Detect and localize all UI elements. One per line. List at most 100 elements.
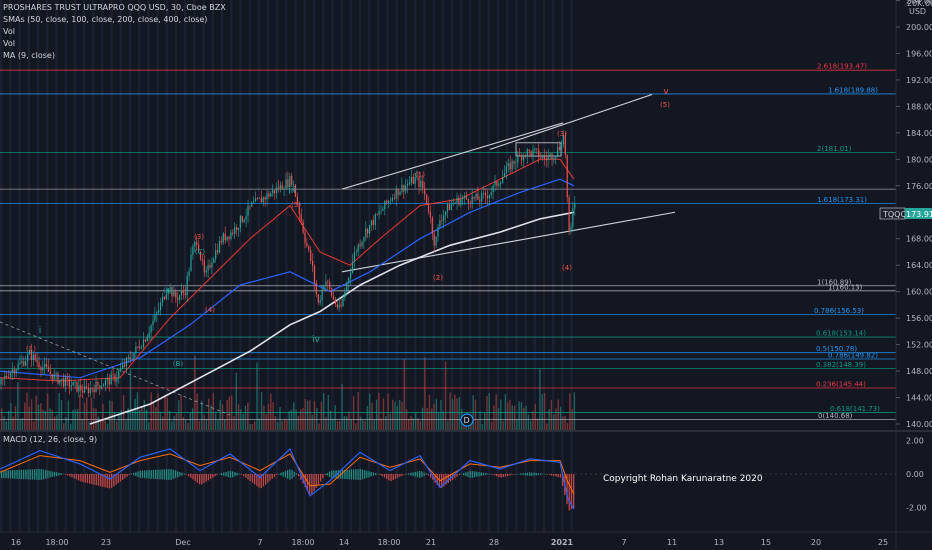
indicator-legend-vol-1[interactable]: Vol xyxy=(3,27,15,36)
channel-line[interactable] xyxy=(341,122,564,190)
volume-bar xyxy=(507,402,509,430)
fib-level-label: 1(160.89) xyxy=(817,278,852,286)
macd-histogram-bar xyxy=(12,470,14,479)
dividend-badge-letter: D xyxy=(464,416,470,425)
candle-body xyxy=(446,204,449,212)
candle-body xyxy=(306,242,308,246)
fib-level-label: 1.618(189.88) xyxy=(828,86,878,94)
volume-bar xyxy=(392,399,394,430)
macd-histogram-bar xyxy=(5,470,7,479)
volume-bar xyxy=(362,420,364,430)
macd-histogram-bar xyxy=(487,473,489,475)
macd-histogram-bar xyxy=(520,473,522,475)
volume-bar xyxy=(288,410,290,430)
channel-line[interactable] xyxy=(489,93,653,150)
macd-histogram-bar xyxy=(185,474,188,475)
candle-body xyxy=(249,205,251,207)
candle-body xyxy=(298,204,300,215)
moving-averages xyxy=(0,158,575,425)
candle-body xyxy=(211,263,213,268)
candle-body xyxy=(51,374,53,380)
candle-body xyxy=(232,232,234,234)
indicator-legend-vol-2[interactable]: Vol xyxy=(3,39,15,48)
macd-histogram-bar xyxy=(16,470,18,479)
volume-bar xyxy=(569,393,571,430)
volume-bar xyxy=(323,393,325,430)
candle-body xyxy=(568,197,570,232)
macd-histogram-bar xyxy=(535,473,537,476)
candle-body xyxy=(97,381,99,386)
macd-histogram-bar xyxy=(49,470,51,478)
volume-bar xyxy=(426,408,428,430)
volume-bar xyxy=(237,404,240,430)
macd-histogram-bar xyxy=(38,469,40,480)
candle-body xyxy=(473,196,475,199)
volume-bar xyxy=(44,410,47,430)
session-band xyxy=(478,0,481,532)
time-tick-label: 2021 xyxy=(551,538,574,547)
macd-histogram-bar xyxy=(372,472,375,476)
candle-body xyxy=(163,296,165,300)
candle-body xyxy=(175,291,177,298)
indicator-legend-ma[interactable]: MA (9, close) xyxy=(3,51,55,60)
session-band xyxy=(552,0,555,532)
channel-line[interactable] xyxy=(341,211,676,273)
macd-histogram-bar xyxy=(159,469,161,480)
macd-histogram-bar xyxy=(144,470,146,479)
macd-histogram-bar xyxy=(210,474,212,479)
session-band xyxy=(239,0,242,532)
macd-histogram-bar xyxy=(232,471,234,478)
price-tick-label: 188.00 xyxy=(906,102,932,111)
macd-histogram-bar xyxy=(262,474,265,487)
price-scale[interactable]: 204.00 200.00 196.00 192.00 188.00 184.00 180.… xyxy=(896,0,932,429)
symbol-legend[interactable]: PROSHARES TRUST ULTRAPRO QQQ USD, 30, Cb… xyxy=(3,3,226,12)
time-axis[interactable]: 16 18:00 23 Dec 7 18:00 14 18:00 21 28 2021 7 11 13 15… xyxy=(11,538,888,547)
macd-histogram-bar xyxy=(570,474,573,510)
macd-histogram-bar xyxy=(568,474,570,511)
macd-histogram-bar xyxy=(218,473,221,475)
volume-bar xyxy=(210,405,212,430)
macd-scale[interactable]: 2.00 0.00 -2.00 xyxy=(906,437,927,513)
volume-bar xyxy=(111,401,113,430)
dividend-badge[interactable] xyxy=(460,413,474,427)
candle-body xyxy=(410,177,412,183)
volume-bar xyxy=(212,393,214,430)
candle-body xyxy=(519,154,521,156)
macd-legend[interactable]: MACD (12, 26, close, 9) xyxy=(3,435,97,444)
volume-bar xyxy=(385,416,387,430)
macd-histogram-bar xyxy=(346,469,348,480)
volume-bar xyxy=(251,423,254,430)
candle-body xyxy=(89,388,91,394)
session-band xyxy=(46,0,49,532)
macd-histogram-bar xyxy=(515,473,518,475)
macd-histogram-bar xyxy=(146,470,148,479)
price-tick-label: 144.00 xyxy=(906,394,932,403)
macd-histogram-bar xyxy=(408,473,410,475)
volume-bar xyxy=(233,416,235,430)
session-band xyxy=(570,0,573,532)
session-band xyxy=(450,0,454,532)
macd-histogram-bar xyxy=(427,474,430,476)
wave-label: v xyxy=(663,87,669,97)
macd-histogram-bar xyxy=(452,474,454,480)
macd-histogram-bar xyxy=(23,469,25,480)
volume-bar xyxy=(219,400,221,430)
volume-bar xyxy=(421,407,424,430)
macd-histogram-bar xyxy=(284,471,287,478)
macd-histogram-bar xyxy=(388,474,390,481)
macd-histogram-bar xyxy=(108,474,111,489)
volume-bar xyxy=(562,416,564,430)
time-tick-label: 23 xyxy=(101,538,111,547)
volume-bar xyxy=(159,411,162,430)
indicator-legend-sma[interactable]: SMAs (50, close, 100, close, 200, close,… xyxy=(3,15,207,24)
volume-bar xyxy=(433,403,435,430)
candle-body xyxy=(116,377,118,382)
macd-histogram-bar xyxy=(476,471,478,477)
candle-body xyxy=(65,377,67,387)
dashed-trendline[interactable] xyxy=(0,321,231,416)
macd-histogram-bar xyxy=(421,471,423,478)
macd-histogram-bar xyxy=(537,473,540,475)
macd-histogram-bar xyxy=(67,474,69,476)
wave-label: (3) xyxy=(194,233,204,241)
